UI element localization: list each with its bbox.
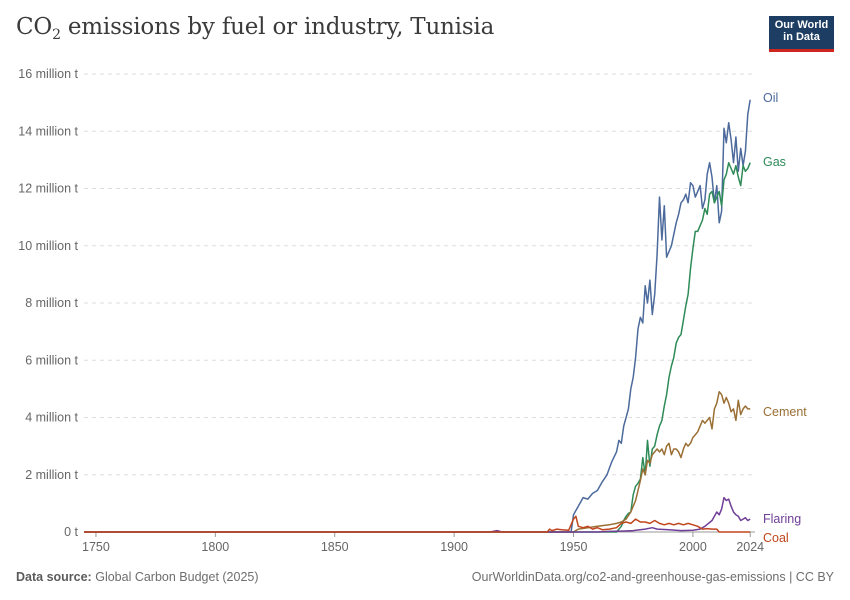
owid-logo[interactable]: Our World in Data bbox=[769, 16, 834, 52]
series-line-coal bbox=[84, 515, 751, 533]
series-label-gas: Gas bbox=[763, 155, 786, 169]
series-line-oil bbox=[84, 99, 751, 533]
series-line-flaring bbox=[84, 496, 751, 533]
x-tick-label: 2024 bbox=[736, 540, 764, 554]
y-tick-label: 8 million t bbox=[25, 296, 78, 310]
x-tick-label: 1900 bbox=[440, 540, 468, 554]
x-tick-label: 2000 bbox=[679, 540, 707, 554]
x-tick-label: 1750 bbox=[82, 540, 110, 554]
chart-title: CO2 emissions by fuel or industry, Tunis… bbox=[16, 14, 495, 43]
series-label-oil: Oil bbox=[763, 91, 778, 105]
x-tick-label: 1850 bbox=[321, 540, 349, 554]
x-tick-label: 1950 bbox=[560, 540, 588, 554]
source-url-link[interactable]: OurWorldinData.org/co2-and-greenhouse-ga… bbox=[471, 570, 834, 584]
data-source: Data source: Global Carbon Budget (2025) bbox=[16, 570, 259, 584]
y-tick-label: 6 million t bbox=[25, 353, 78, 367]
x-tick-label: 1800 bbox=[201, 540, 229, 554]
y-tick-label: 4 million t bbox=[25, 411, 78, 425]
series-line-cement bbox=[84, 390, 751, 533]
y-tick-label: 2 million t bbox=[25, 468, 78, 482]
y-tick-label: 0 t bbox=[64, 525, 78, 539]
y-tick-label: 12 million t bbox=[18, 182, 78, 196]
series-label-flaring: Flaring bbox=[763, 512, 801, 526]
y-tick-label: 16 million t bbox=[18, 67, 78, 81]
series-label-cement: Cement bbox=[763, 405, 807, 419]
y-tick-label: 14 million t bbox=[18, 124, 78, 138]
line-chart: 0 t 2 million t 4 million t 6 million t 8 mi… bbox=[18, 67, 807, 554]
series-line-gas bbox=[84, 161, 751, 533]
logo-line-1: Our World bbox=[774, 19, 829, 31]
logo-line-2: in Data bbox=[783, 31, 820, 43]
y-tick-label: 10 million t bbox=[18, 239, 78, 253]
series-label-coal: Coal bbox=[763, 531, 789, 545]
